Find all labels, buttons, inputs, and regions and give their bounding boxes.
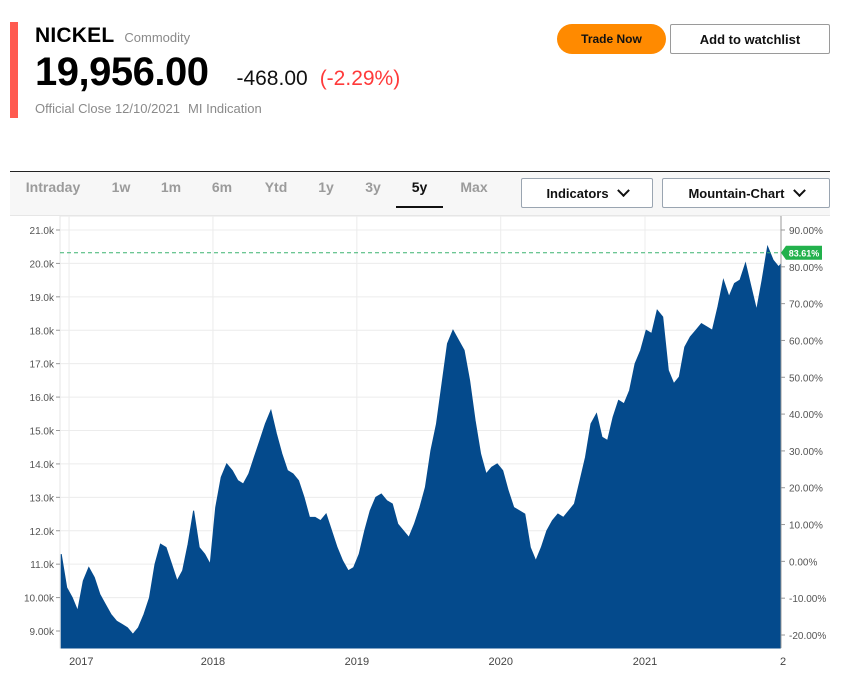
y-axis-label-left: 21.0k — [30, 226, 55, 237]
tab-1w[interactable]: 1w — [111, 179, 131, 195]
official-close-label: Official Close 12/10/2021 — [35, 101, 181, 116]
y-axis-label-left: 9.00k — [30, 627, 55, 638]
tab-ytd[interactable]: Ytd — [264, 179, 288, 195]
tab-1m[interactable]: 1m — [160, 179, 182, 195]
y-axis-label-right: 0.00% — [789, 557, 817, 568]
asset-type-label: Commodity — [124, 30, 191, 45]
y-axis-label-right: 10.00% — [789, 521, 823, 532]
y-axis-label-right: 90.00% — [789, 226, 823, 237]
y-axis-label-right: -20.00% — [789, 631, 826, 642]
x-axis-label: 2020 — [488, 656, 512, 668]
instrument-title-row: NICKEL Commodity — [35, 24, 190, 48]
x-axis-label: 2021 — [633, 656, 657, 668]
y-axis-label-left: 17.0k — [30, 360, 55, 371]
x-axis-label: 2 — [780, 656, 786, 668]
x-axis-label: 2019 — [345, 656, 369, 668]
y-axis-label-left: 11.0k — [30, 560, 55, 571]
reference-badge — [781, 245, 822, 260]
price-change: -468.00 — [236, 67, 308, 90]
price-change-percent: (-2.29%) — [319, 67, 401, 90]
y-axis-label-right: 70.00% — [789, 300, 823, 311]
y-axis-label-right: 30.00% — [789, 447, 823, 458]
indication-label: MI Indication — [188, 101, 262, 116]
tab-max[interactable]: Max — [460, 179, 488, 195]
trade-now-button[interactable]: Trade Now — [557, 24, 666, 54]
y-axis-label-left: 14.0k — [30, 460, 55, 471]
y-axis-label-left: 20.0k — [30, 259, 55, 270]
price-area-series — [60, 244, 781, 649]
chevron-down-icon — [792, 183, 806, 197]
y-axis-label-right: 20.00% — [789, 484, 823, 495]
indicators-label: Indicators — [546, 185, 609, 201]
x-axis-label: 2018 — [201, 656, 225, 668]
tab-1y[interactable]: 1y — [318, 179, 334, 195]
y-axis-label-right: 50.00% — [789, 373, 823, 384]
tab-intraday[interactable]: Intraday — [25, 179, 81, 195]
y-axis-label-right: 60.00% — [789, 336, 823, 347]
y-axis-label-left: 10.00k — [24, 594, 55, 605]
y-axis-label-right: 40.00% — [789, 410, 823, 421]
close-info: Official Close 12/10/2021 MI Indication — [35, 101, 262, 116]
instrument-symbol: NICKEL — [35, 24, 115, 47]
reference-badge-label: 83.61% — [789, 249, 820, 259]
tab-5y[interactable]: 5y — [396, 179, 443, 208]
accent-bar — [10, 22, 18, 118]
section-divider — [10, 171, 830, 172]
x-axis-label: 2017 — [69, 656, 93, 668]
chart-type-dropdown[interactable]: Mountain-Chart — [662, 178, 830, 208]
last-price: 19,956.00 — [35, 50, 209, 94]
y-axis-label-left: 13.0k — [30, 493, 55, 504]
tab-6m[interactable]: 6m — [211, 179, 233, 195]
price-row: 19,956.00 -468.00 (-2.29%) — [35, 50, 400, 95]
y-axis-label-left: 16.0k — [30, 393, 55, 404]
y-axis-label-left: 18.0k — [30, 326, 55, 337]
price-chart[interactable]: 21.0k 20.0k 19.0k 18.0k 17.0k 16.0k 15.0k 14.0k… — [0, 216, 843, 689]
add-to-watchlist-button[interactable]: Add to watchlist — [670, 24, 830, 54]
y-axis-label-left: 19.0k — [30, 293, 55, 304]
y-axis-label-right: -10.00% — [789, 594, 826, 605]
y-axis-label-right: 80.00% — [789, 263, 823, 274]
chevron-down-icon — [616, 183, 630, 197]
y-axis-label-left: 15.0k — [30, 427, 55, 438]
y-axis-label-left: 12.0k — [30, 527, 55, 538]
tab-3y[interactable]: 3y — [365, 179, 381, 195]
indicators-dropdown[interactable]: Indicators — [521, 178, 653, 208]
chart-type-label: Mountain-Chart — [688, 185, 785, 201]
